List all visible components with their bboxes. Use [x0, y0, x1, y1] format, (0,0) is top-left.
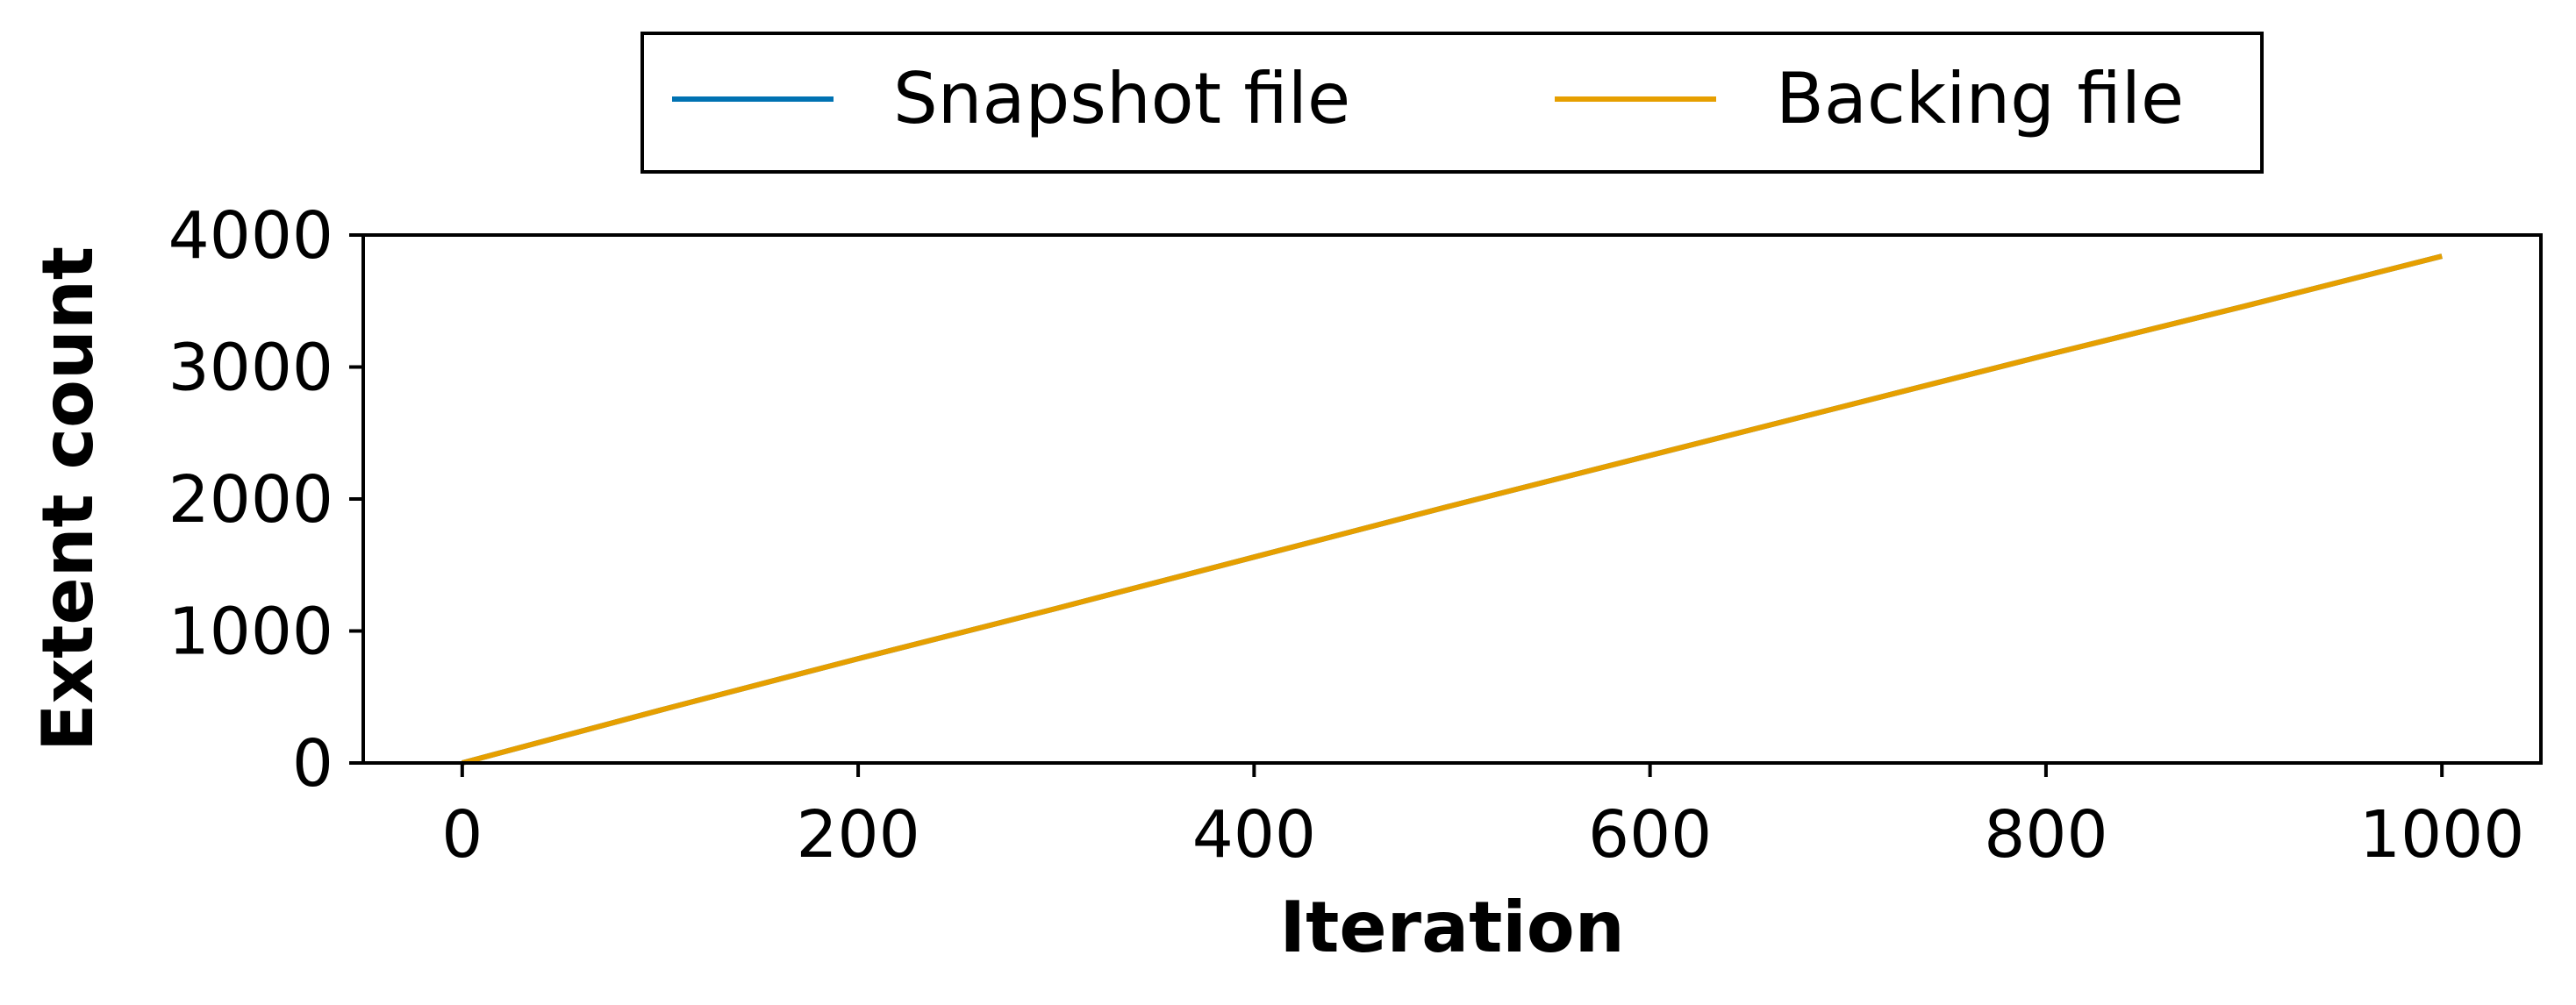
legend: Snapshot file Backing file — [640, 32, 2264, 174]
y-tick-label: 4000 — [168, 198, 333, 274]
y-tick-label: 2000 — [168, 462, 333, 538]
x-tick-label: 400 — [1192, 797, 1316, 873]
legend-label-backing-file: Backing file — [1776, 58, 2184, 139]
series-layer — [462, 253, 2443, 766]
y-tick-label: 3000 — [168, 331, 333, 406]
x-tick-label: 0 — [441, 797, 483, 873]
x-axis: 0 200 400 600 800 1000 — [441, 763, 2524, 873]
x-tick-label: 800 — [1984, 797, 2107, 873]
y-tick-label: 0 — [292, 726, 333, 802]
y-tick-label: 1000 — [168, 595, 333, 670]
legend-label-snapshot-file: Snapshot file — [893, 58, 1350, 139]
x-tick-label: 600 — [1588, 797, 1712, 873]
x-axis-title: Iteration — [1279, 887, 1624, 968]
x-tick-label: 1000 — [2359, 797, 2524, 873]
series-line-backing-file — [462, 253, 2443, 766]
plot-area — [361, 233, 2543, 766]
y-axis: 0 1000 2000 3000 4000 — [168, 198, 363, 802]
x-tick-label: 200 — [796, 797, 919, 873]
y-axis-title: Extent count — [27, 246, 109, 752]
legend-frame — [640, 32, 2264, 174]
